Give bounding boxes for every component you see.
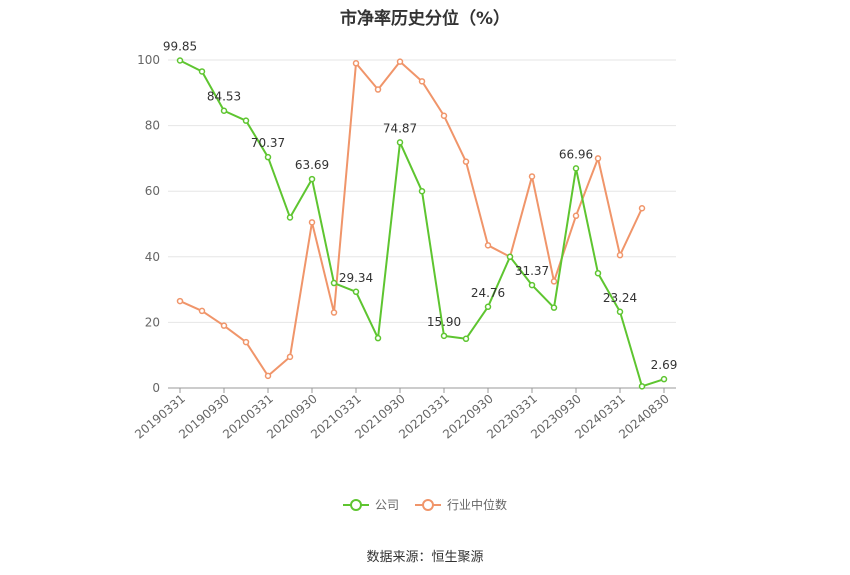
- data-point-company[interactable]: [484, 303, 492, 311]
- data-point-industry-median[interactable]: [374, 86, 382, 93]
- data-point-company[interactable]: [572, 165, 580, 172]
- data-point-company[interactable]: [220, 107, 228, 114]
- data-label: 15.90: [427, 315, 461, 329]
- data-point-company[interactable]: [308, 175, 316, 183]
- data-point-industry-median[interactable]: [594, 155, 602, 162]
- data-point-industry-median[interactable]: [198, 307, 206, 315]
- data-point-company[interactable]: [352, 288, 360, 296]
- y-tick-label: 20: [145, 315, 160, 329]
- series-line-industry-median: [179, 60, 643, 377]
- legend: 公司 行业中位数: [0, 496, 850, 513]
- data-point-company[interactable]: [528, 281, 536, 289]
- data-label: 23.24: [603, 291, 637, 305]
- data-label: 74.87: [383, 121, 417, 135]
- data-label: 84.53: [207, 90, 241, 104]
- legend-item-company[interactable]: 公司: [342, 496, 399, 513]
- data-point-company[interactable]: [418, 187, 426, 195]
- data-point-industry-median[interactable]: [264, 372, 272, 380]
- legend-item-industry-median[interactable]: 行业中位数: [415, 496, 507, 513]
- data-point-company[interactable]: [264, 153, 272, 161]
- data-label: 2.69: [651, 358, 678, 372]
- data-point-industry-median[interactable]: [352, 60, 360, 67]
- data-source: 数据来源：恒生聚源: [366, 550, 484, 565]
- data-point-company[interactable]: [198, 68, 206, 75]
- data-point-company[interactable]: [440, 332, 448, 340]
- data-label: 29.34: [339, 271, 373, 285]
- y-tick-label: 60: [145, 184, 160, 198]
- legend-label-industry-median: 行业中位数: [447, 498, 508, 512]
- data-point-industry-median[interactable]: [550, 278, 558, 285]
- y-tick-label: 40: [145, 250, 160, 264]
- data-point-industry-median[interactable]: [242, 338, 250, 346]
- data-label: 63.69: [295, 158, 329, 172]
- data-point-industry-median[interactable]: [396, 58, 404, 65]
- data-point-industry-median[interactable]: [418, 78, 426, 85]
- data-label: 70.37: [251, 136, 285, 150]
- data-point-industry-median[interactable]: [462, 158, 470, 165]
- data-point-industry-median[interactable]: [220, 322, 228, 329]
- data-point-company[interactable]: [616, 308, 624, 316]
- data-label: 66.96: [559, 147, 593, 161]
- data-point-industry-median[interactable]: [572, 212, 580, 220]
- data-label: 31.37: [515, 264, 549, 278]
- legend-swatch-company-icon: [342, 498, 369, 511]
- legend-swatch-industry-icon: [415, 498, 441, 511]
- data-point-industry-median[interactable]: [286, 353, 294, 361]
- data-point-industry-median[interactable]: [176, 297, 184, 305]
- legend-label-company: 公司: [374, 498, 399, 512]
- series-lines: [176, 57, 668, 390]
- data-point-industry-median[interactable]: [638, 205, 646, 212]
- data-point-company[interactable]: [396, 139, 404, 146]
- data-point-company[interactable]: [462, 335, 470, 343]
- chart-title: 市净率历史分位（%）: [339, 9, 511, 29]
- data-point-company[interactable]: [506, 253, 514, 261]
- data-point-industry-median[interactable]: [330, 309, 338, 316]
- data-labels: 99.85 84.53 70.37 63.69 29.34 74.87 15.90 24.76…: [163, 39, 678, 372]
- data-point-company[interactable]: [594, 269, 602, 277]
- data-point-company[interactable]: [638, 383, 646, 390]
- data-point-company[interactable]: [550, 304, 558, 311]
- data-point-industry-median[interactable]: [308, 219, 316, 226]
- series-line-company: [179, 59, 665, 388]
- data-point-industry-median[interactable]: [440, 112, 448, 120]
- y-tick-label: 100: [137, 53, 160, 67]
- data-point-company[interactable]: [242, 117, 250, 124]
- axes: 0204060801002019033120190930202003312020…: [132, 53, 676, 442]
- data-label: 24.76: [471, 286, 505, 300]
- data-point-company[interactable]: [286, 214, 294, 221]
- data-point-company[interactable]: [330, 279, 338, 287]
- data-point-company[interactable]: [660, 375, 668, 383]
- y-tick-label: 0: [152, 381, 160, 395]
- data-point-industry-median[interactable]: [528, 173, 536, 180]
- data-label: 99.85: [163, 39, 197, 53]
- data-point-company[interactable]: [176, 57, 184, 64]
- data-point-company[interactable]: [374, 334, 382, 342]
- data-point-industry-median[interactable]: [616, 251, 624, 259]
- data-point-industry-median[interactable]: [484, 242, 492, 249]
- y-tick-label: 80: [145, 119, 160, 133]
